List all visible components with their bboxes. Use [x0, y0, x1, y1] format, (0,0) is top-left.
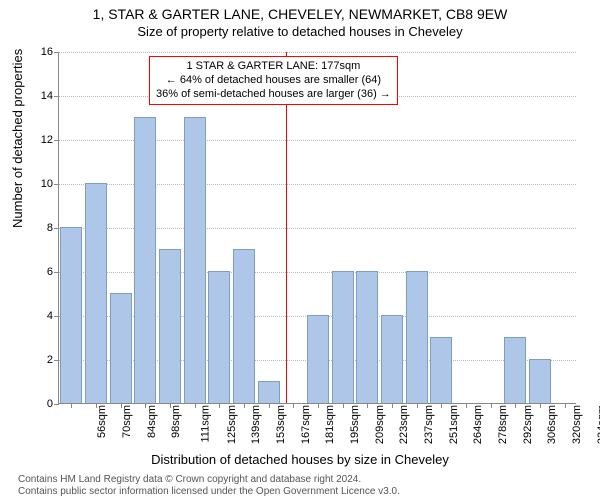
ytick-mark — [54, 184, 59, 185]
xtick-label: 195sqm — [349, 405, 361, 444]
xtick-label: 125sqm — [226, 405, 238, 444]
xtick-label: 292sqm — [522, 405, 534, 444]
ytick-label: 4 — [31, 310, 53, 322]
histogram-bar — [159, 249, 181, 403]
ytick-mark — [54, 404, 59, 405]
xtick-mark — [491, 403, 492, 408]
ytick-mark — [54, 316, 59, 317]
ytick-label: 14 — [31, 90, 53, 102]
xtick-label: 167sqm — [300, 405, 312, 444]
gridline — [59, 52, 576, 53]
plot-area: 024681012141656sqm70sqm84sqm98sqm111sqm1… — [58, 52, 576, 404]
ytick-label: 10 — [31, 178, 53, 190]
xtick-label: 98sqm — [170, 405, 182, 438]
ytick-label: 6 — [31, 266, 53, 278]
x-axis-label: Distribution of detached houses by size … — [0, 452, 600, 467]
ytick-mark — [54, 140, 59, 141]
histogram-bar — [208, 271, 230, 403]
footer-line-1: Contains HM Land Registry data © Crown c… — [18, 474, 400, 486]
page-subtitle: Size of property relative to detached ho… — [0, 22, 600, 39]
xtick-label: 209sqm — [374, 405, 386, 444]
annotation-line: 36% of semi-detached houses are larger (… — [156, 88, 391, 102]
ytick-mark — [54, 228, 59, 229]
xtick-label: 70sqm — [121, 405, 133, 438]
histogram-bar — [134, 117, 156, 403]
ytick-label: 16 — [31, 46, 53, 58]
xtick-mark — [367, 403, 368, 408]
xtick-label: 139sqm — [250, 405, 262, 444]
footer-line-2: Contains public sector information licen… — [18, 486, 400, 498]
xtick-mark — [195, 403, 196, 408]
xtick-label: 334sqm — [596, 405, 600, 444]
xtick-mark — [466, 403, 467, 408]
histogram-bar — [504, 337, 526, 403]
annotation-line: 1 STAR & GARTER LANE: 177sqm — [156, 60, 391, 74]
ytick-mark — [54, 96, 59, 97]
ytick-mark — [54, 272, 59, 273]
histogram-bar — [430, 337, 452, 403]
ytick-label: 12 — [31, 134, 53, 146]
histogram-bar — [184, 117, 206, 403]
xtick-label: 320sqm — [571, 405, 583, 444]
xtick-mark — [417, 403, 418, 408]
ytick-label: 2 — [31, 354, 53, 366]
histogram-bar — [110, 293, 132, 403]
xtick-mark — [219, 403, 220, 408]
ytick-label: 8 — [31, 222, 53, 234]
histogram-bar — [258, 381, 280, 403]
annotation-line: ← 64% of detached houses are smaller (64… — [156, 74, 391, 88]
xtick-mark — [71, 403, 72, 408]
footer-text: Contains HM Land Registry data © Crown c… — [18, 474, 400, 498]
xtick-mark — [343, 403, 344, 408]
xtick-label: 153sqm — [275, 405, 287, 444]
xtick-label: 111sqm — [200, 405, 212, 443]
xtick-label: 56sqm — [96, 405, 108, 438]
annotation-box: 1 STAR & GARTER LANE: 177sqm← 64% of det… — [149, 56, 398, 105]
xtick-label: 264sqm — [472, 405, 484, 444]
xtick-mark — [269, 403, 270, 408]
ytick-mark — [54, 52, 59, 53]
xtick-label: 181sqm — [324, 405, 336, 444]
xtick-label: 223sqm — [398, 405, 410, 444]
xtick-label: 84sqm — [146, 405, 158, 438]
xtick-mark — [565, 403, 566, 408]
histogram-bar — [60, 227, 82, 403]
chart-container: 1, STAR & GARTER LANE, CHEVELEY, NEWMARK… — [0, 0, 600, 500]
histogram-bar — [381, 315, 403, 403]
y-axis-label: Number of detached properties — [10, 49, 25, 228]
histogram-bar — [529, 359, 551, 403]
xtick-mark — [170, 403, 171, 408]
xtick-label: 251sqm — [448, 405, 460, 444]
xtick-label: 306sqm — [546, 405, 558, 444]
page-title: 1, STAR & GARTER LANE, CHEVELEY, NEWMARK… — [0, 0, 600, 22]
xtick-mark — [318, 403, 319, 408]
histogram-bar — [356, 271, 378, 403]
xtick-mark — [121, 403, 122, 408]
xtick-mark — [540, 403, 541, 408]
xtick-mark — [515, 403, 516, 408]
xtick-mark — [441, 403, 442, 408]
xtick-mark — [145, 403, 146, 408]
ytick-mark — [54, 360, 59, 361]
xtick-mark — [392, 403, 393, 408]
histogram-bar — [332, 271, 354, 403]
histogram-bar — [307, 315, 329, 403]
xtick-mark — [96, 403, 97, 408]
xtick-mark — [244, 403, 245, 408]
histogram-bar — [233, 249, 255, 403]
histogram-bar — [85, 183, 107, 403]
xtick-label: 278sqm — [497, 405, 509, 444]
ytick-label: 0 — [31, 398, 53, 410]
xtick-label: 237sqm — [423, 405, 435, 444]
histogram-bar — [406, 271, 428, 403]
xtick-mark — [293, 403, 294, 408]
